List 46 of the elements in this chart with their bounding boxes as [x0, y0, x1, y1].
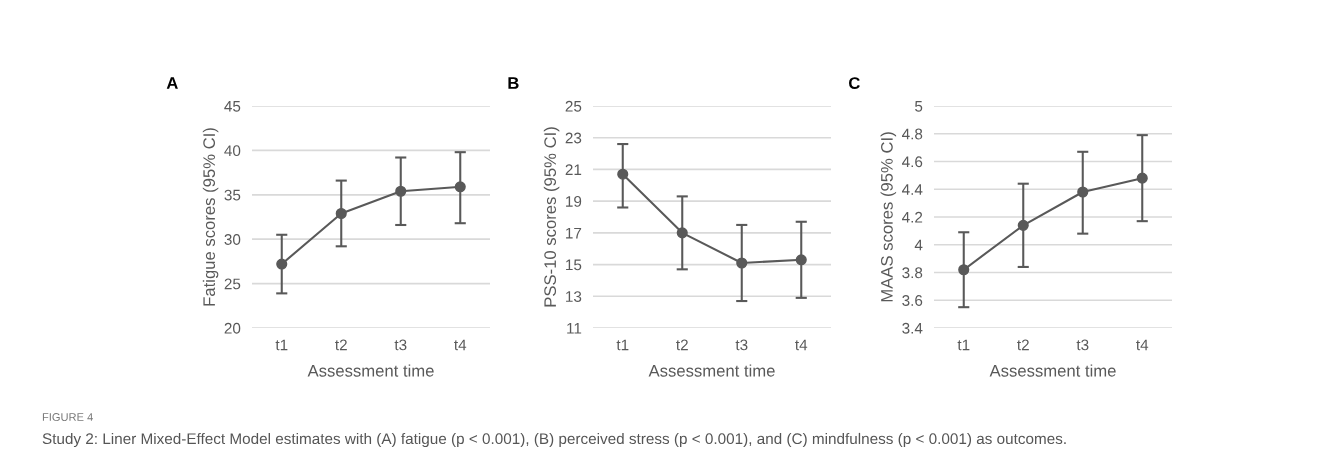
y-tick-label: 3.6 [902, 295, 923, 306]
x-tick-label: t1 [616, 339, 629, 351]
y-tick-label: 21 [565, 164, 582, 175]
y-tick-label: 4.8 [902, 128, 923, 140]
y-tick-label: 40 [224, 145, 241, 157]
y-tick-label: 20 [224, 322, 241, 334]
y-tick-label: 4.4 [902, 184, 923, 195]
x-axis-title: Assessment time [307, 364, 434, 377]
x-tick-label: t4 [1136, 339, 1149, 351]
x-tick-label: t1 [275, 339, 288, 351]
y-tick-label: 11 [567, 323, 582, 334]
y-tick-label: 3.8 [902, 267, 923, 279]
y-tick-label: 3.4 [902, 322, 923, 334]
x-tick-label: t2 [1017, 339, 1029, 351]
x-tick-label: t3 [1076, 339, 1089, 351]
y-tick-label: 4 [914, 239, 923, 251]
x-tick-label: t2 [676, 339, 688, 351]
text: Study 2: Liner Mixed-Effect Model estimates with (A) fatigue (p < 0.001), (B) perceived stress (p < 0.001), and (C) mindfulness (p < 0.001) as outcomes. [42, 432, 1066, 448]
y-tick-label: 35 [224, 189, 241, 201]
chart-title: B [508, 77, 519, 89]
y-axis-title: PSS-10 scores (95% CI) [543, 127, 560, 307]
chart-title: C [849, 77, 860, 89]
y-tick-label: 15 [566, 259, 582, 271]
y-tick-label: 19 [566, 196, 582, 207]
x-tick-label: t3 [394, 339, 407, 351]
x-axis-title: Assessment time [989, 364, 1116, 377]
x-axis-title: Assessment time [648, 364, 775, 377]
y-tick-label: 25 [224, 278, 241, 290]
y-tick-label: 23 [565, 132, 582, 144]
x-tick-label: t2 [335, 339, 347, 351]
y-tick-label: 17 [566, 227, 582, 239]
x-tick-label: t4 [454, 339, 467, 351]
caption: FIGURE 4 [42, 413, 93, 421]
chart-title: A [166, 77, 178, 89]
y-tick-label: 4.6 [902, 156, 923, 168]
y-axis-title: MAAS scores (95% CI) [880, 132, 897, 302]
y-tick-label: 25 [565, 100, 582, 112]
x-tick-label: t4 [795, 339, 808, 351]
y-tick-label: 5 [915, 101, 923, 112]
y-axis-title: Fatigue scores (95% CI) [202, 128, 219, 306]
y-tick-label: 30 [224, 234, 241, 245]
y-tick-label: 13 [566, 291, 582, 302]
x-tick-label: t1 [957, 339, 970, 351]
y-tick-label: 45 [224, 101, 241, 112]
x-tick-label: t3 [735, 339, 748, 351]
y-tick-label: 4.2 [902, 211, 923, 223]
